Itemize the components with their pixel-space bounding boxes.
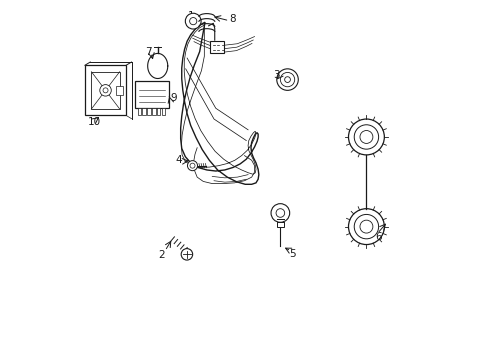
Circle shape (348, 209, 384, 244)
Bar (137, 108, 141, 115)
Text: 9: 9 (170, 93, 177, 103)
Circle shape (187, 161, 197, 171)
Circle shape (348, 119, 384, 155)
Text: 10: 10 (87, 117, 100, 127)
Bar (116, 86, 123, 95)
Circle shape (353, 215, 378, 239)
Circle shape (100, 85, 111, 96)
Circle shape (276, 209, 284, 217)
Circle shape (359, 131, 372, 143)
Polygon shape (180, 22, 258, 184)
Circle shape (103, 88, 108, 93)
Bar (147, 108, 150, 115)
Bar (276, 222, 284, 226)
Circle shape (270, 204, 289, 222)
Bar (157, 108, 160, 115)
Text: 7: 7 (145, 46, 151, 57)
Circle shape (280, 72, 294, 87)
Text: 2: 2 (159, 250, 165, 260)
Circle shape (359, 220, 372, 233)
Bar (142, 108, 145, 115)
Text: 4: 4 (176, 155, 182, 165)
Text: 6: 6 (375, 232, 382, 242)
Circle shape (353, 125, 378, 149)
Bar (85, 65, 126, 116)
Circle shape (189, 18, 196, 25)
Bar (152, 108, 155, 115)
Text: 5: 5 (289, 248, 296, 258)
Circle shape (185, 13, 201, 29)
Bar (162, 108, 165, 115)
Circle shape (276, 69, 298, 90)
Text: 1: 1 (188, 11, 194, 21)
Circle shape (190, 163, 195, 168)
Bar (91, 72, 120, 109)
Text: 8: 8 (229, 14, 236, 24)
Text: 3: 3 (272, 70, 279, 80)
Bar (135, 81, 169, 108)
Polygon shape (147, 53, 167, 78)
Circle shape (284, 77, 290, 82)
Circle shape (181, 249, 192, 260)
Bar (210, 41, 224, 53)
